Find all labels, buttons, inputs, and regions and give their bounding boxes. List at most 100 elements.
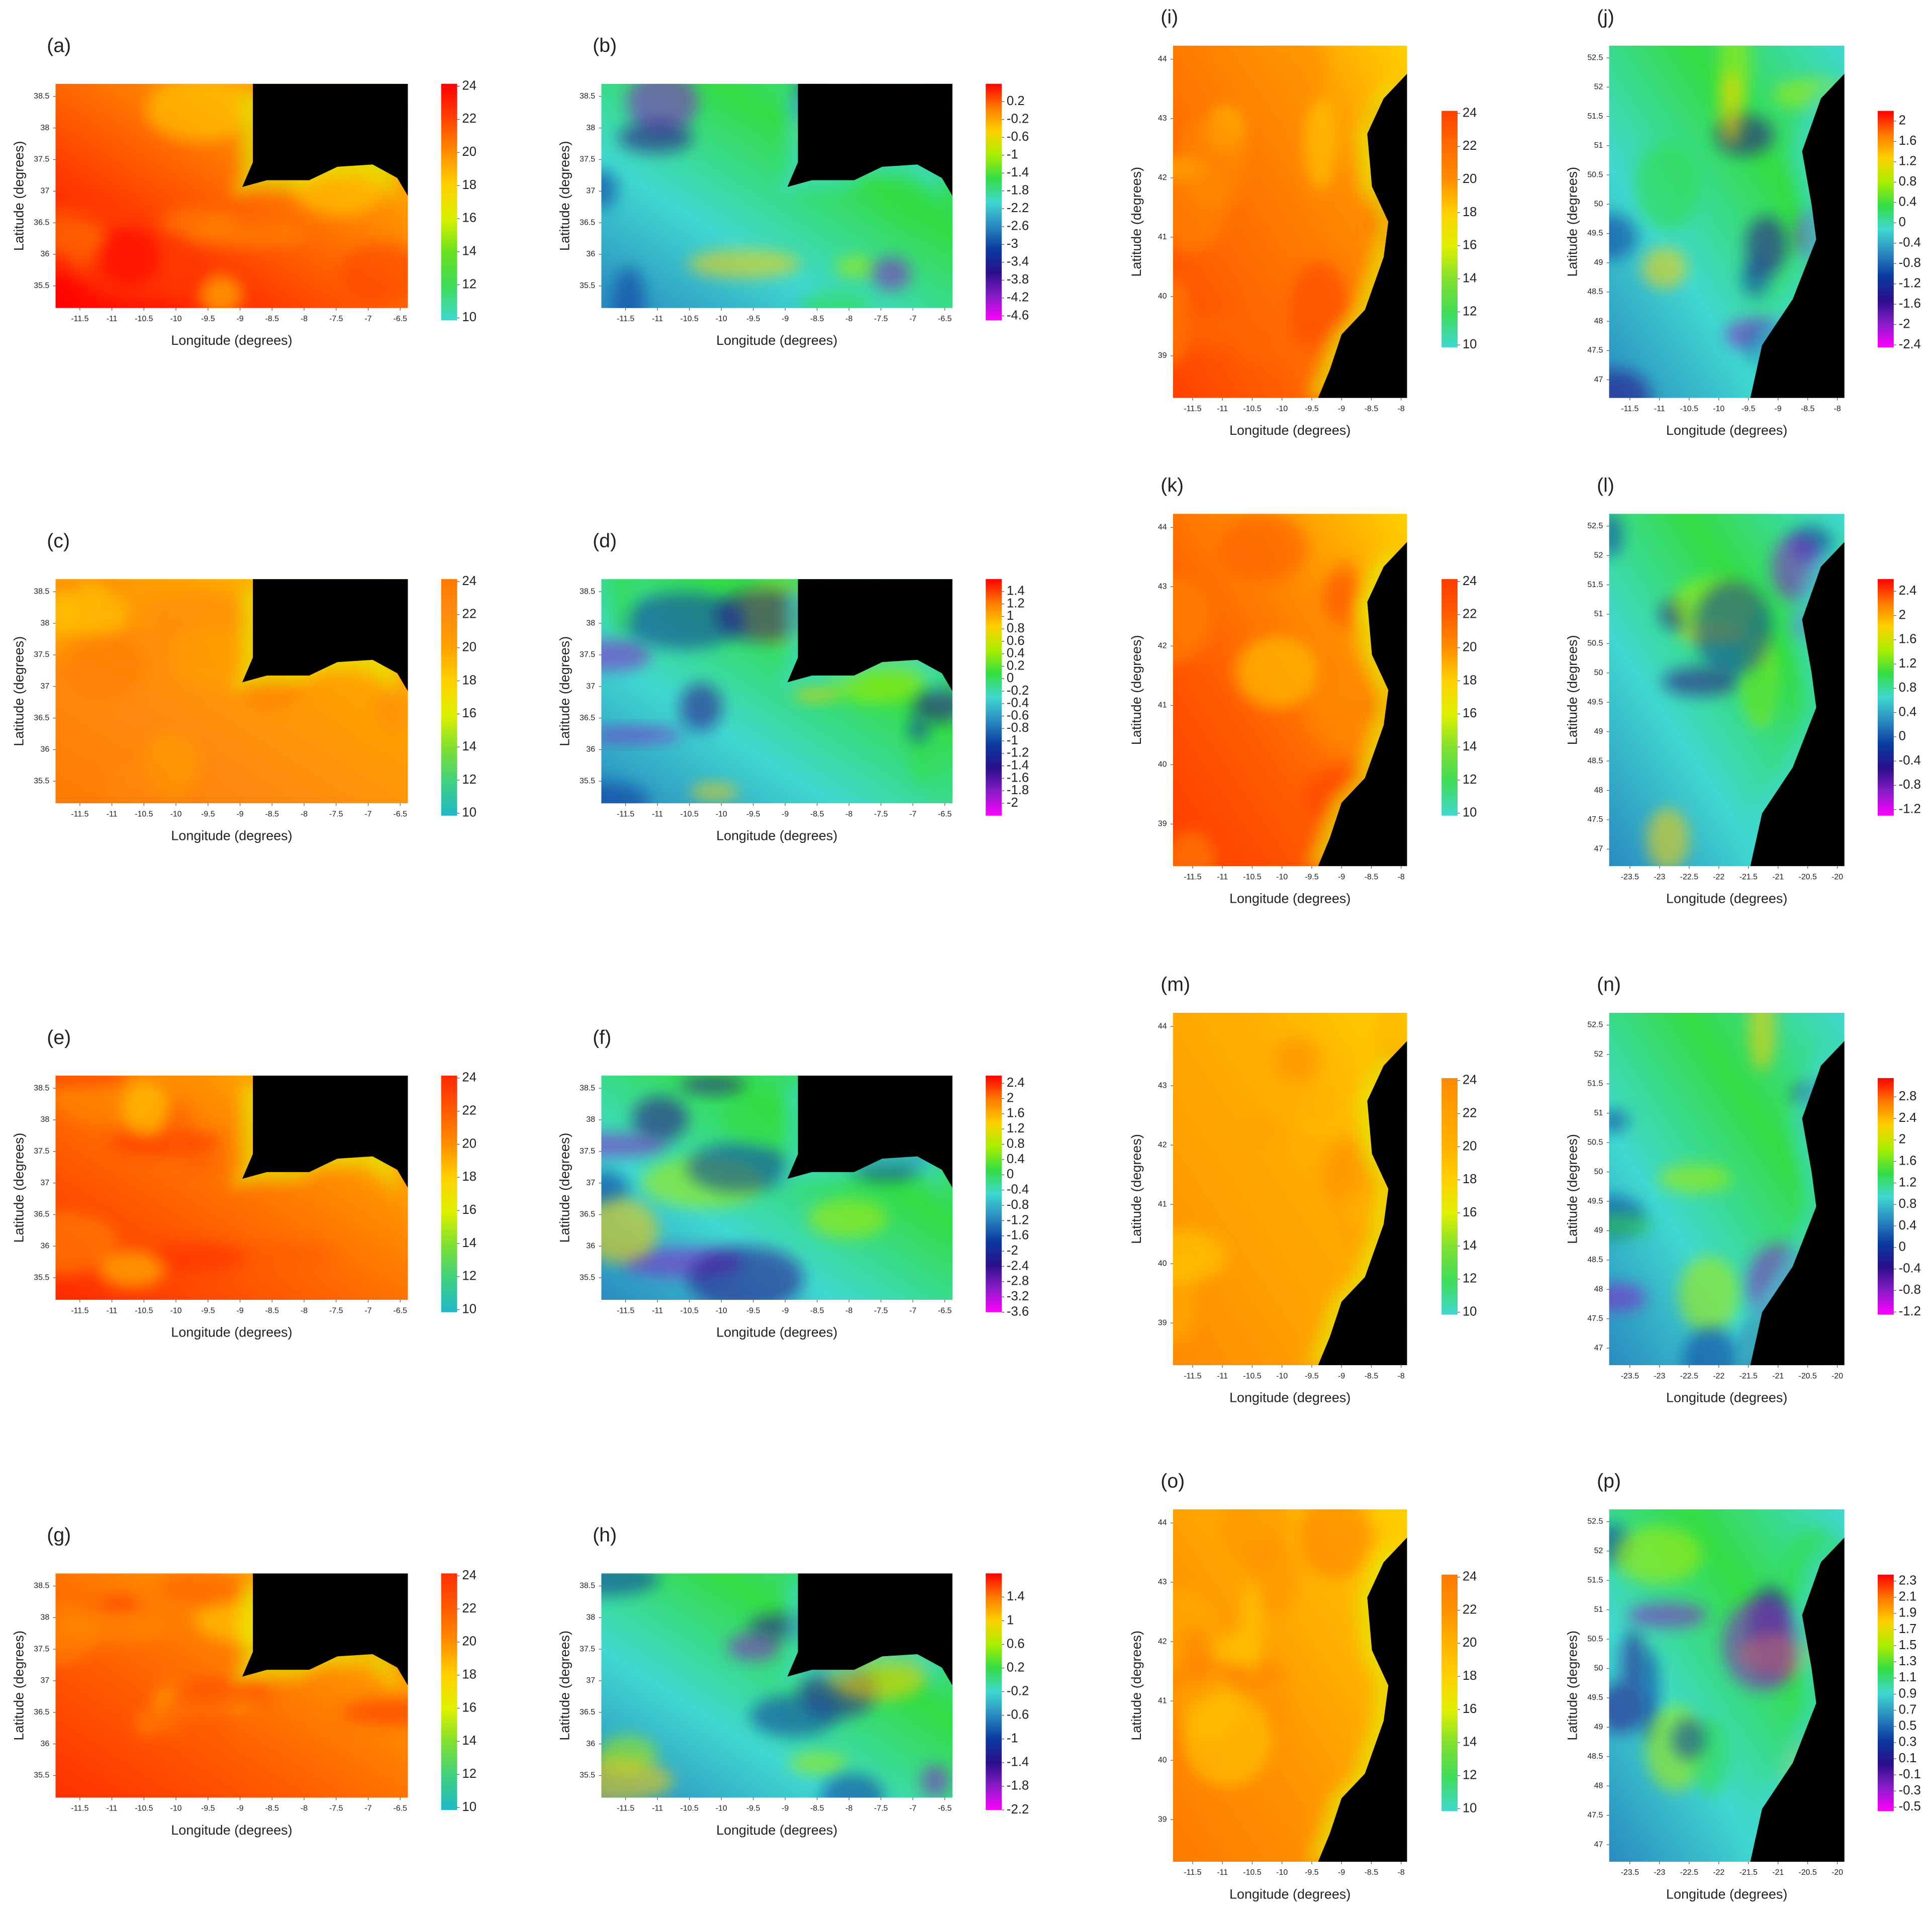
- y-tick-label: 52: [1594, 1050, 1603, 1059]
- land: [242, 1573, 408, 1686]
- panel: -11.5 -11 -10.5 -10 -9.5 -9 -8.5 -8 39 40 41 42 43 44…: [1129, 6, 1477, 438]
- x-tick-label: -11.5: [71, 315, 88, 323]
- x-tick-label: -10.5: [1243, 1868, 1261, 1877]
- y-tick-label: 44: [1158, 523, 1167, 532]
- colorbar-tick-label: -1: [1007, 1732, 1018, 1746]
- field-patch: [722, 1097, 801, 1143]
- colorbar-tick-label: -1.2: [1899, 1304, 1921, 1318]
- x-tick-label: -10: [1276, 1372, 1288, 1380]
- y-tick-label: 36: [40, 1740, 49, 1748]
- field-patch: [808, 1198, 888, 1238]
- colorbar-tick-label: -1: [1007, 733, 1018, 747]
- colorbar-tick-label: 22: [1463, 1602, 1477, 1616]
- field-patch: [1173, 1229, 1226, 1283]
- field: [1609, 514, 1845, 867]
- y-tick-label: 37.5: [34, 650, 49, 659]
- panel-label: (f): [593, 1026, 611, 1048]
- y-tick-label: 39: [1158, 820, 1167, 828]
- panel-label: (e): [47, 1026, 71, 1048]
- y-axis-label: Latitude (degrees): [1565, 1631, 1580, 1741]
- y-tick-label: 36.5: [34, 714, 49, 722]
- y-tick-label: 50: [1594, 1664, 1603, 1673]
- x-axis-label: Longitude (degrees): [716, 828, 837, 843]
- y-axis-label: Latitude (degrees): [557, 1133, 572, 1243]
- x-tick-label: -8: [1398, 1868, 1405, 1877]
- panel: -11.5 -11 -10.5 -10 -9.5 -9 -8.5 -8 -7.5 -7 -6.535…: [12, 530, 477, 843]
- field-patch: [186, 222, 309, 248]
- field-patch: [1613, 1526, 1703, 1584]
- x-tick-label: -7: [909, 1306, 916, 1315]
- y-tick-label: 36: [586, 250, 595, 258]
- colorbar-tick-label: -3.6: [1007, 1304, 1029, 1318]
- colorbar-tick-label: -0.2: [1007, 1684, 1029, 1698]
- y-tick-label: 49.5: [1587, 698, 1603, 706]
- y-tick-label: 37.5: [579, 1147, 595, 1156]
- y-tick-label: 38.5: [34, 1084, 49, 1092]
- colorbar-tick-label: -0.6: [1007, 1708, 1029, 1722]
- y-tick-label: 36: [586, 1740, 595, 1748]
- y-tick-label: 37: [586, 1179, 595, 1187]
- field-patch: [55, 253, 76, 296]
- panel-label: (g): [47, 1524, 71, 1546]
- y-tick-label: 52.5: [1587, 1517, 1603, 1526]
- colorbar-tick-label: -2: [1007, 796, 1018, 810]
- x-tick-label: -11: [652, 810, 663, 819]
- colorbar: [1441, 579, 1458, 816]
- field-patch: [99, 228, 161, 286]
- field-patch: [1271, 45, 1327, 111]
- panel: -11.5 -11 -10.5 -10 -9.5 -9 -8.5 -8 -7.5 -7 -6.535…: [557, 1524, 1029, 1838]
- y-axis-label: Latitude (degrees): [12, 636, 27, 746]
- colorbar-tick-label: 2: [1007, 1091, 1014, 1105]
- x-tick-label: -8.5: [265, 810, 279, 819]
- x-tick-label: -9: [1338, 873, 1345, 882]
- colorbar-tick-label: -1: [1007, 148, 1018, 162]
- field-patch: [181, 1154, 220, 1175]
- colorbar-tick-label: -0.8: [1899, 1283, 1921, 1297]
- colorbar-tick-label: 1: [1007, 1613, 1014, 1627]
- colorbar-tick-label: -2: [1899, 317, 1910, 331]
- x-tick-label: -10: [170, 1804, 182, 1813]
- panel: -11.5 -11 -10.5 -10 -9.5 -9 -8.5 -8 -7.5 -7 -6.535…: [12, 1026, 477, 1340]
- x-tick-label: -11: [1217, 873, 1228, 882]
- x-tick-label: -6.5: [938, 810, 952, 819]
- colorbar-tick-label: 14: [462, 739, 476, 753]
- x-tick-label: -9: [782, 1306, 789, 1315]
- x-tick-label: -10.5: [681, 1804, 699, 1813]
- y-tick-label: 35.5: [579, 1771, 595, 1780]
- y-tick-label: 48.5: [1587, 756, 1603, 765]
- x-tick-label: -6.5: [394, 1804, 408, 1813]
- field-patch: [793, 685, 840, 702]
- colorbar-tick-label: 10: [462, 310, 476, 324]
- y-tick-label: 37: [40, 682, 49, 691]
- y-tick-label: 39: [1158, 351, 1167, 360]
- y-tick-label: 38.5: [34, 92, 49, 101]
- colorbar: [986, 579, 1002, 816]
- y-tick-label: 51.5: [1587, 112, 1603, 121]
- colorbar-tick-label: -1.2: [1007, 1213, 1029, 1227]
- field-patch: [921, 1764, 949, 1797]
- field-patch: [1173, 312, 1251, 348]
- y-tick-label: 36.5: [34, 1210, 49, 1219]
- x-tick-label: -7.5: [329, 315, 343, 323]
- colorbar-tick-label: 10: [1463, 1801, 1477, 1815]
- y-tick-label: 41: [1158, 1696, 1167, 1705]
- colorbar-tick-label: 1.2: [1899, 154, 1917, 168]
- x-tick-label: -7: [909, 810, 916, 819]
- y-tick-label: 36.5: [34, 218, 49, 227]
- colorbar: [441, 83, 457, 321]
- y-tick-label: 38: [586, 1115, 595, 1124]
- y-tick-label: 50.5: [1587, 1635, 1603, 1643]
- colorbar-tick-label: -0.2: [1007, 684, 1029, 698]
- field: [1173, 1012, 1407, 1366]
- x-tick-label: -6.5: [394, 810, 408, 819]
- field-patch: [200, 274, 242, 308]
- x-tick-label: -9: [1338, 405, 1345, 413]
- colorbar: [986, 83, 1002, 321]
- y-tick-label: 35.5: [34, 281, 49, 290]
- colorbar-tick-label: 0.6: [1007, 1637, 1025, 1651]
- y-tick-label: 35.5: [579, 281, 595, 290]
- colorbar-tick-label: 1: [1007, 609, 1014, 623]
- x-tick-label: -11.5: [71, 810, 88, 819]
- x-tick-label: -9: [236, 1804, 243, 1813]
